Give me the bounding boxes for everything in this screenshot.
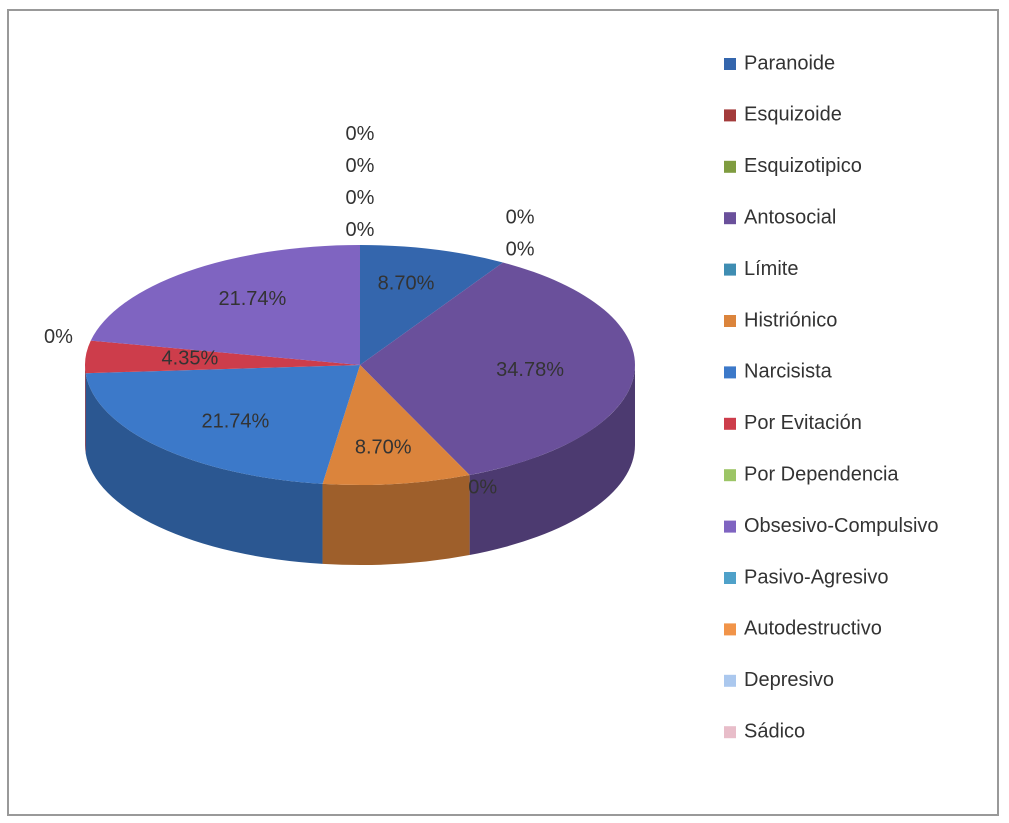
pie-slice: [90, 244, 360, 365]
legend-swatch: [724, 263, 736, 276]
pie-slice: [360, 245, 503, 365]
legend-label: Pasivo-Agresivo: [744, 566, 889, 588]
legend-label: Depresivo: [744, 669, 834, 691]
legend-swatch: [724, 469, 736, 482]
legend-label: Límite: [744, 258, 798, 280]
legend-label: Histriónico: [744, 309, 837, 331]
legend-label: Esquizoide: [744, 104, 842, 126]
pie-slice: [322, 365, 470, 485]
data-label: 0%: [346, 187, 375, 209]
pie-slice: [85, 365, 360, 484]
pie-side: [322, 475, 470, 565]
legend-swatch: [724, 366, 736, 379]
legend-swatch: [724, 417, 736, 430]
pie-side: [85, 373, 323, 564]
data-label: 34.78%: [496, 359, 564, 381]
legend-label: Antosocial: [744, 206, 836, 228]
pie-side: [85, 365, 86, 454]
legend-swatch: [724, 623, 736, 636]
legend-swatch: [724, 58, 736, 70]
data-label: 0%: [506, 206, 535, 228]
legend-label: Narcisista: [744, 361, 833, 383]
legend-swatch: [724, 109, 736, 122]
data-label: 0%: [506, 238, 535, 260]
legend-swatch: [724, 212, 736, 225]
legend-label: Autodestructivo: [744, 618, 882, 640]
legend-swatch: [724, 726, 736, 739]
legend-swatch: [724, 572, 736, 584]
legend-label: Sádico: [744, 720, 805, 742]
data-label: 0%: [468, 477, 497, 499]
data-label: 8.70%: [378, 272, 435, 294]
pie-side: [469, 365, 635, 556]
data-label: 21.74%: [218, 288, 286, 310]
pie-slice: [84, 340, 360, 374]
data-label: 0%: [44, 326, 73, 348]
legend-label: Por Evitación: [744, 412, 862, 434]
legend-label: Obsesivo-Compulsivo: [744, 515, 939, 537]
legend: Paranoide Esquizoide Esquizotipico Antosoci…: [724, 52, 939, 742]
legend-swatch: [724, 520, 736, 533]
data-label: 0%: [346, 219, 375, 241]
data-label: 4.35%: [162, 348, 219, 370]
legend-label: Esquizotipico: [744, 155, 862, 177]
legend-swatch: [724, 315, 736, 327]
legend-label: Paranoide: [744, 52, 835, 74]
legend-label: Por Dependencia: [744, 463, 899, 485]
pie-sides: [85, 365, 635, 565]
pie-tops: [84, 244, 635, 485]
legend-swatch: [724, 160, 736, 173]
pie-slice: [360, 262, 635, 476]
data-label: 0%: [346, 123, 375, 145]
data-label: 8.70%: [355, 436, 412, 458]
data-label: 0%: [346, 155, 375, 177]
legend-swatch: [724, 674, 736, 687]
data-label: 21.74%: [201, 411, 269, 433]
